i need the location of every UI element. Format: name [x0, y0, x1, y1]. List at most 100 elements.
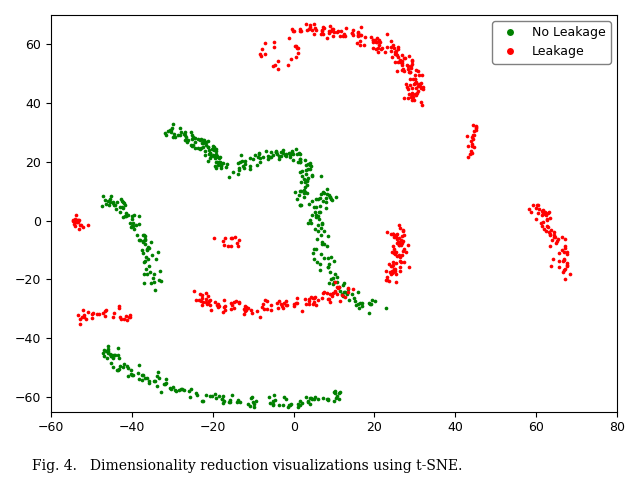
Point [138, 237, 148, 244]
Point [289, 27, 299, 34]
Point [366, 33, 376, 41]
Point [271, 148, 281, 156]
Point [281, 302, 291, 309]
Point [216, 164, 227, 172]
Point [245, 402, 255, 410]
Point [212, 303, 223, 311]
Point [387, 267, 397, 275]
Point [205, 152, 216, 160]
Point [239, 157, 250, 165]
Point [309, 20, 319, 28]
Point [278, 393, 289, 401]
Point [129, 211, 139, 219]
Point [292, 150, 303, 158]
Point [225, 398, 236, 405]
Point [349, 294, 359, 302]
Point [394, 56, 404, 64]
Point [235, 158, 245, 166]
Point [397, 59, 407, 67]
Point [321, 198, 331, 206]
Point [255, 314, 265, 321]
Point [367, 297, 377, 304]
Point [307, 171, 317, 179]
Point [532, 201, 542, 209]
Point [394, 238, 404, 245]
Point [403, 65, 413, 73]
Point [75, 221, 85, 229]
Point [223, 242, 233, 250]
Point [348, 30, 358, 37]
Point [392, 252, 403, 260]
Point [547, 237, 557, 244]
Point [81, 315, 91, 323]
Point [468, 131, 478, 139]
Point [390, 250, 401, 258]
Point [543, 223, 554, 230]
Point [108, 363, 118, 371]
Point [349, 297, 360, 304]
Point [538, 210, 548, 217]
Point [212, 162, 223, 169]
Point [112, 198, 122, 206]
Point [74, 226, 84, 233]
Point [399, 54, 410, 62]
Point [164, 126, 175, 133]
Point [326, 253, 336, 261]
Point [392, 230, 402, 238]
Point [113, 303, 124, 310]
Point [211, 146, 221, 153]
Point [201, 391, 211, 399]
Point [154, 374, 164, 381]
Point [311, 302, 321, 309]
Point [308, 294, 319, 302]
Point [248, 400, 259, 407]
Point [326, 196, 337, 204]
Point [134, 236, 144, 243]
Point [140, 375, 150, 382]
Point [108, 351, 118, 359]
Point [560, 242, 570, 250]
Point [536, 219, 546, 227]
Point [334, 283, 344, 291]
Point [330, 287, 340, 294]
Point [296, 178, 307, 186]
Point [333, 390, 344, 397]
Point [301, 393, 312, 401]
Point [134, 375, 144, 383]
Point [548, 255, 559, 263]
Point [562, 248, 572, 256]
Point [216, 160, 227, 167]
Point [471, 124, 481, 132]
Point [140, 279, 150, 287]
Point [356, 23, 366, 31]
Point [283, 61, 293, 69]
Point [260, 50, 270, 58]
Point [188, 133, 198, 141]
Point [407, 84, 417, 92]
Point [239, 310, 249, 318]
Point [323, 185, 333, 193]
Point [100, 313, 110, 320]
Point [388, 42, 398, 49]
Point [334, 395, 344, 402]
Point [329, 278, 339, 286]
Point [396, 59, 406, 66]
Point [471, 123, 481, 131]
Point [137, 372, 147, 380]
Point [198, 299, 209, 306]
Point [76, 313, 86, 320]
Point [314, 267, 324, 274]
Point [184, 393, 195, 401]
Point [394, 241, 404, 249]
Point [271, 148, 281, 155]
Point [305, 394, 315, 402]
Point [552, 235, 563, 242]
Point [319, 227, 329, 235]
Point [92, 310, 102, 318]
Point [227, 305, 237, 313]
Point [152, 248, 163, 256]
Point [307, 172, 317, 180]
Point [276, 148, 286, 155]
Point [468, 135, 478, 143]
Point [537, 207, 547, 215]
